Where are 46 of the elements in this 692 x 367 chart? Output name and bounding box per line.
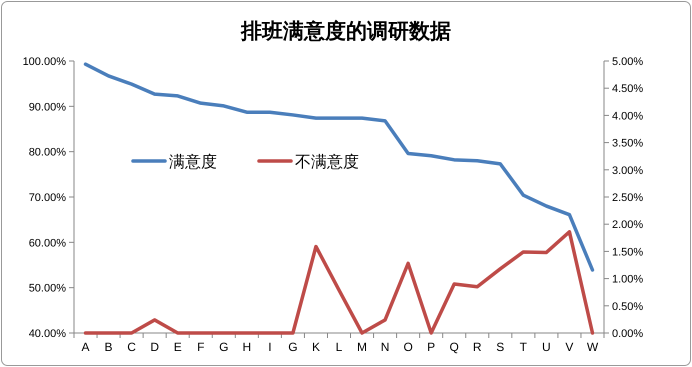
- x-tick-label: B: [104, 340, 113, 354]
- y2-tick-label: 3.50%: [612, 138, 644, 150]
- line-series: [84, 230, 594, 335]
- x-tick-label: T: [520, 340, 528, 354]
- x-tick-label: C: [127, 340, 136, 354]
- y2-tick-label: 5.00%: [612, 56, 644, 68]
- x-tick-label: F: [197, 340, 204, 354]
- y2-tick-label: 1.50%: [612, 246, 644, 258]
- x-tick-label: Q: [450, 340, 459, 354]
- y2-tick-label: 3.00%: [612, 164, 644, 177]
- x-tick-label: R: [472, 340, 482, 354]
- y-tick-label: 90.00%: [28, 101, 66, 114]
- y2-tick-label: 4.50%: [612, 83, 644, 96]
- x-tick-label: A: [82, 340, 90, 354]
- legend-label: 满意度: [169, 153, 217, 171]
- y-tick-label: 80.00%: [28, 146, 66, 159]
- x-tick-label: D: [150, 340, 160, 354]
- y2-tick-label: 2.00%: [612, 219, 644, 232]
- x-tick-label: L: [336, 340, 343, 354]
- x-tick-label: U: [542, 340, 551, 354]
- line-series: [84, 62, 594, 272]
- y2-tick-label: 2.50%: [612, 192, 644, 204]
- x-tick-label: K: [312, 340, 320, 354]
- x-tick-label: W: [586, 340, 599, 354]
- x-tick-label: M: [357, 340, 368, 354]
- y-tick-label: 100.00%: [22, 56, 66, 68]
- x-tick-label: V: [565, 340, 574, 354]
- x-tick-label: G: [288, 340, 298, 354]
- x-tick-label: P: [427, 340, 436, 354]
- y2-tick-label: 0.00%: [612, 328, 644, 340]
- x-tick-label: S: [496, 340, 504, 354]
- x-tick-label: O: [403, 340, 413, 354]
- x-tick-label: E: [174, 340, 182, 354]
- y2-tick-label: 4.00%: [612, 110, 644, 122]
- y-tick-label: 40.00%: [28, 328, 66, 340]
- y2-tick-label: 0.50%: [612, 300, 644, 313]
- y-tick-label: 70.00%: [28, 192, 66, 204]
- y2-tick-label: 1.00%: [612, 274, 644, 286]
- x-tick-label: H: [242, 340, 252, 354]
- x-tick-label: N: [380, 340, 390, 354]
- y-tick-label: 50.00%: [28, 282, 66, 295]
- chart-title: 排班满意度的调研数据: [240, 19, 451, 43]
- x-tick-label: G: [219, 340, 228, 354]
- y-tick-label: 60.00%: [28, 237, 66, 250]
- legend-label: 不满意度: [295, 153, 359, 171]
- x-tick-label: I: [268, 340, 272, 354]
